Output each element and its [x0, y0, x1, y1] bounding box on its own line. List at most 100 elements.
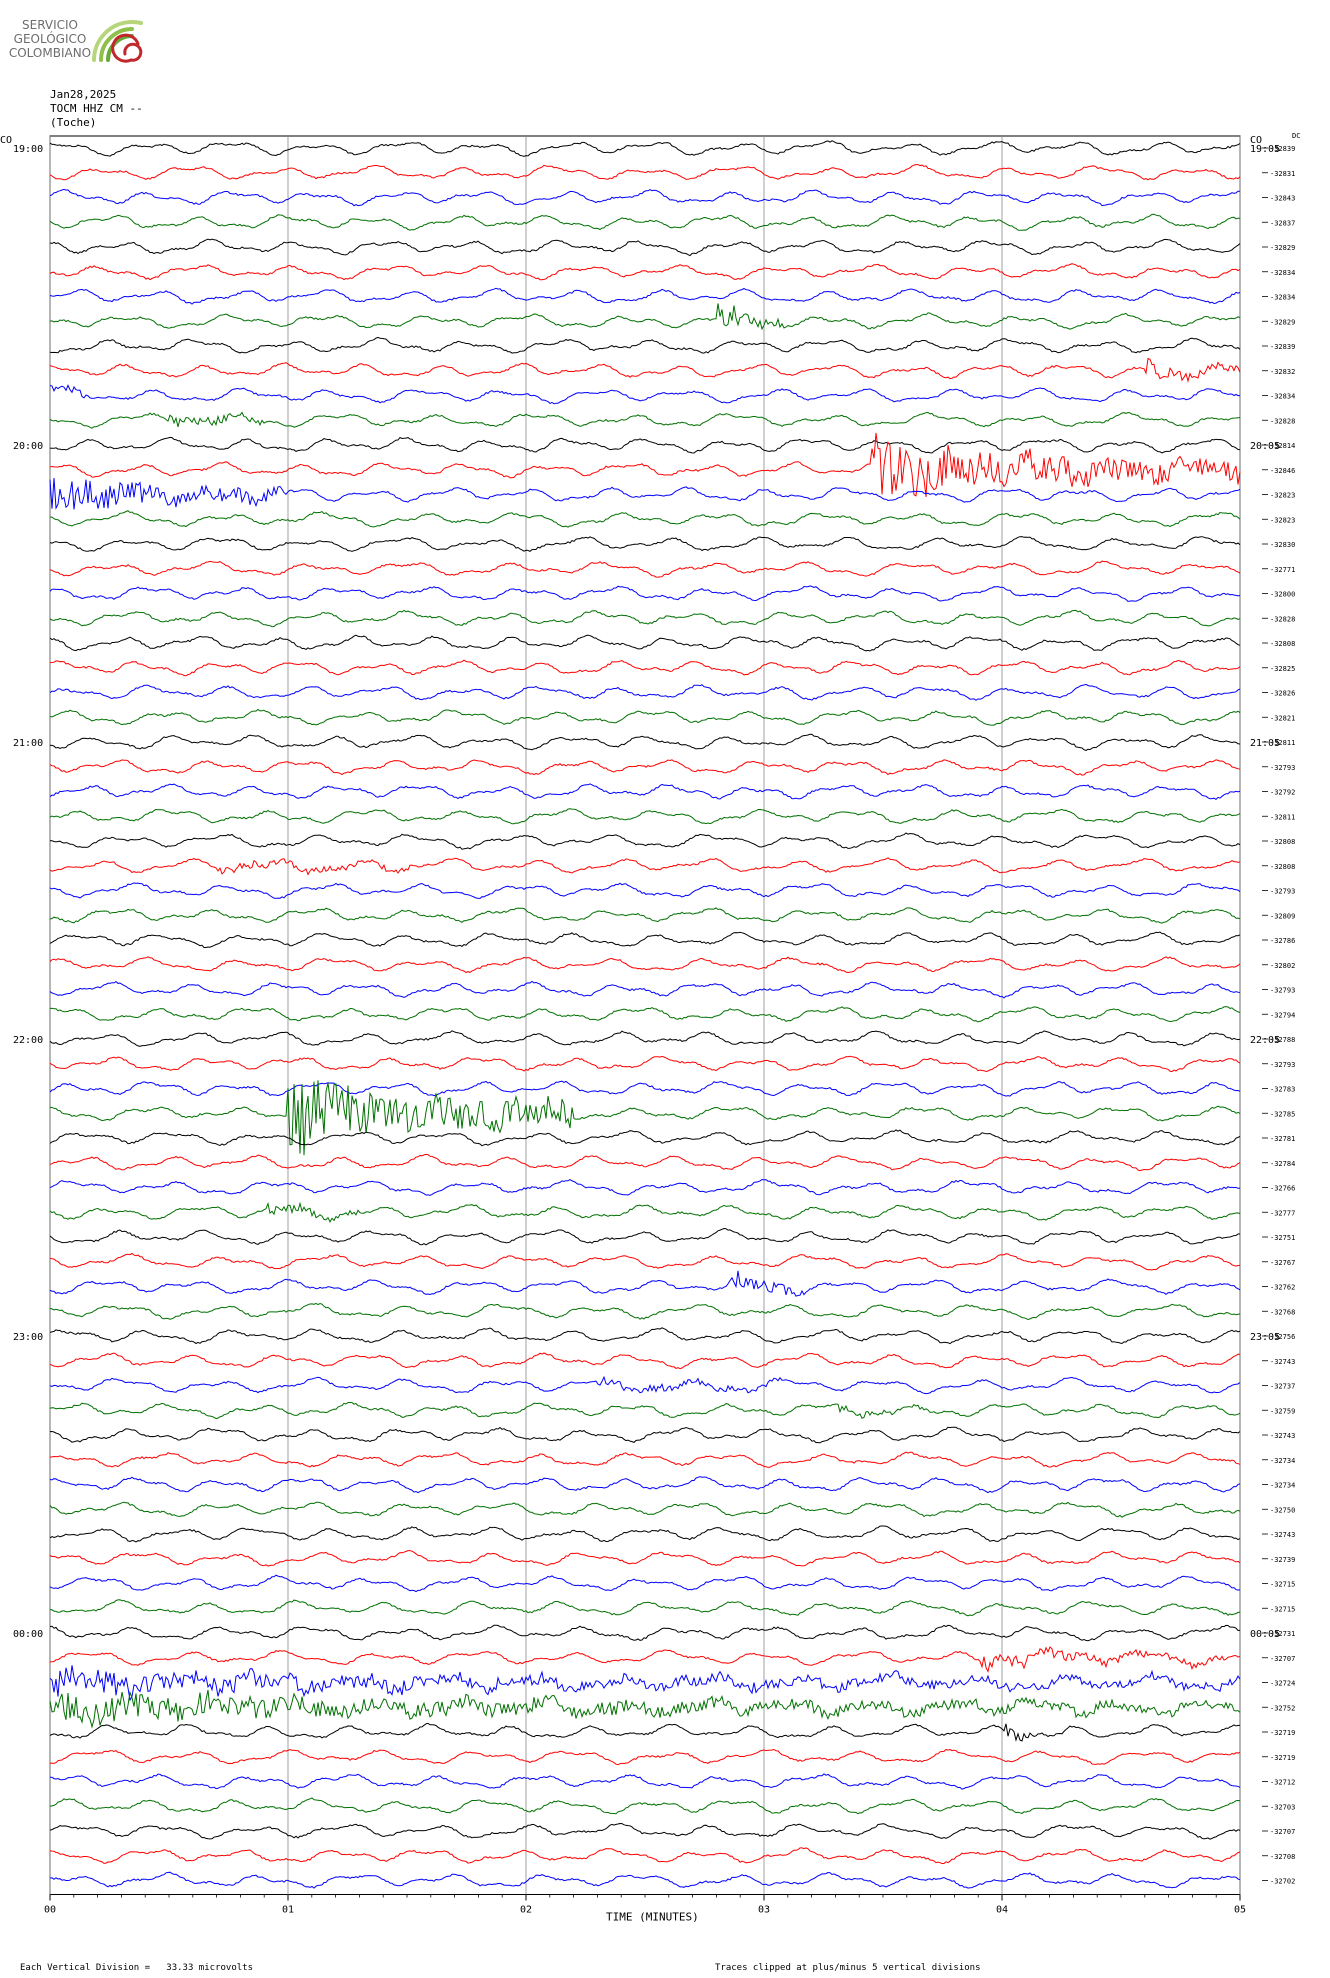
trace-line [49, 1252, 1241, 1271]
trace-line [49, 1525, 1241, 1543]
dc-offset-label: -32734 [1270, 1482, 1295, 1490]
trace-line [49, 1375, 1241, 1395]
x-tick-label: 04 [996, 1905, 1008, 1916]
dc-offset-label: -32756 [1270, 1333, 1295, 1341]
hour-label-left: 20:00 [13, 441, 43, 452]
x-tick-label: 05 [1234, 1905, 1246, 1916]
trace-line [49, 1153, 1241, 1172]
dc-offset-label: -32802 [1270, 962, 1295, 970]
trace-line [49, 1476, 1241, 1494]
logo-line-2: GEOLÓGICO [13, 32, 87, 46]
dc-offset-label: -32809 [1270, 912, 1295, 920]
trace-line [49, 536, 1241, 552]
dc-offset-label: -32712 [1270, 1779, 1295, 1787]
hour-label-left: 21:00 [13, 738, 43, 749]
dc-offset-label: -32823 [1270, 492, 1295, 500]
hour-label-right: 19:05 [1250, 144, 1280, 155]
dc-label: DC [1292, 132, 1300, 140]
trace-line [49, 759, 1241, 776]
dc-offset-label: -32759 [1270, 1407, 1295, 1415]
dc-offset-label: -32792 [1270, 789, 1295, 797]
dc-offset-label: -32793 [1270, 888, 1295, 896]
dc-offset-label: -32743 [1270, 1358, 1295, 1366]
dc-offset-label: -32821 [1270, 714, 1295, 722]
trace-line [49, 1797, 1241, 1815]
trace-line [49, 1129, 1241, 1147]
dc-offset-label: -32783 [1270, 1086, 1295, 1094]
logo-text: SERVICIO GEOLÓGICO COLOMBIANO [8, 18, 92, 60]
dc-offset-label: -32832 [1270, 368, 1295, 376]
trace-line [49, 1178, 1241, 1196]
dc-offset-label: -32724 [1270, 1680, 1295, 1688]
dc-offset-label: -32737 [1270, 1383, 1295, 1391]
trace-line [49, 1201, 1241, 1224]
trace-line [49, 238, 1241, 257]
trace-line [49, 683, 1241, 701]
dc-offset-label: -32808 [1270, 863, 1295, 871]
dc-offset-label: -32715 [1270, 1581, 1295, 1589]
date-label: Jan28,2025 [50, 88, 117, 101]
trace-line [49, 303, 1241, 331]
dc-offset-label: -32786 [1270, 937, 1295, 945]
trace-line [49, 832, 1241, 850]
trace-line [50, 510, 1241, 528]
trace-line [49, 1665, 1241, 1702]
trace-line [49, 1006, 1241, 1023]
logo-line-3: COLOMBIANO [8, 46, 92, 60]
dc-offset-label: -32715 [1270, 1605, 1295, 1613]
trace-line [49, 287, 1241, 305]
hour-label-right: 20:05 [1250, 441, 1280, 452]
dc-offset-label: -32843 [1270, 195, 1295, 203]
trace-line [49, 1402, 1241, 1420]
trace-line [49, 1550, 1241, 1567]
trace-line [50, 1773, 1241, 1790]
trace-line [49, 1352, 1241, 1370]
trace-line [49, 931, 1241, 948]
dc-offset-label: -32828 [1270, 615, 1295, 623]
dc-offset-label: -32771 [1270, 566, 1295, 574]
dc-offset-label: -32830 [1270, 541, 1295, 549]
sgc-logo [92, 19, 143, 63]
dc-offset-label: -32823 [1270, 516, 1295, 524]
trace-line [49, 907, 1241, 924]
dc-offset-label: -32743 [1270, 1432, 1295, 1440]
trace-line [49, 188, 1241, 207]
trace-line [49, 1270, 1241, 1297]
trace-line [49, 1689, 1241, 1729]
dc-offset-label: -32808 [1270, 838, 1295, 846]
trace-line [49, 882, 1241, 900]
dc-offset-label: -32793 [1270, 764, 1295, 772]
dc-offset-label: -32793 [1270, 987, 1295, 995]
dc-offset-label: -32846 [1270, 467, 1295, 475]
dc-offset-label: -32793 [1270, 1061, 1295, 1069]
trace-line [49, 263, 1241, 281]
dc-offset-label: -32781 [1270, 1135, 1295, 1143]
hour-label-right: 21:05 [1250, 738, 1280, 749]
location-label: (Toche) [50, 116, 97, 129]
dc-offset-label: -32777 [1270, 1209, 1295, 1217]
trace-line [49, 1426, 1241, 1444]
trace-line [49, 1030, 1241, 1047]
dc-offset-label: -32739 [1270, 1556, 1295, 1564]
hour-label-right: 23:05 [1250, 1332, 1280, 1343]
trace-line [49, 477, 1241, 510]
trace-line [49, 436, 1241, 454]
trace-line [49, 432, 1241, 497]
trace-line [49, 1599, 1241, 1617]
left-corner-label: CO [0, 135, 12, 146]
dc-offset-label: -32811 [1270, 813, 1295, 821]
dc-offset-label: -32834 [1270, 393, 1295, 401]
x-tick-label: 02 [520, 1905, 532, 1916]
dc-offset-label: -32825 [1270, 665, 1295, 673]
hour-label-left: 23:00 [13, 1332, 43, 1343]
x-tick-label: 03 [758, 1905, 770, 1916]
dc-offset-label: -32766 [1270, 1185, 1295, 1193]
dc-offset-label: -32768 [1270, 1308, 1295, 1316]
trace-line [49, 609, 1241, 628]
trace-line [49, 708, 1241, 726]
trace-line [49, 560, 1241, 578]
dc-offset-label: -32829 [1270, 244, 1295, 252]
dc-offset-label: -32839 [1270, 343, 1295, 351]
trace-line [49, 1451, 1241, 1468]
x-tick-label: 01 [282, 1905, 294, 1916]
